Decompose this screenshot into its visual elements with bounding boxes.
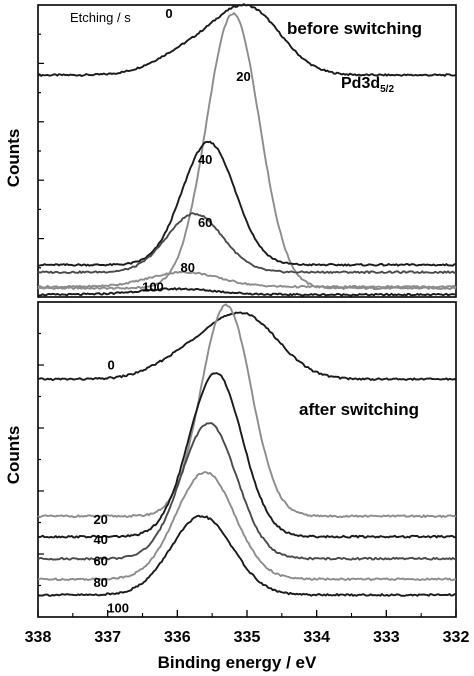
series-label-before-60: 60: [198, 215, 212, 230]
y-axis-label-top: Counts: [4, 129, 23, 188]
series-line-before-60: [37, 212, 457, 274]
series-label-before-40: 40: [198, 152, 212, 167]
series-label-before-100: 100: [142, 280, 164, 295]
series-line-after-60: [37, 422, 457, 561]
series-line-after-20: [37, 303, 457, 519]
series-line-before-40: [37, 140, 457, 267]
element-label: Pd3d5/2: [341, 75, 394, 95]
y-axis-label-bottom: Counts: [4, 426, 23, 485]
series-line-before-100: [37, 287, 457, 297]
x-axis-label: Binding energy / eV: [158, 653, 317, 672]
element-label-sub: 5/2: [380, 84, 394, 95]
series-line-after-80: [38, 471, 457, 582]
series-label-before-20: 20: [236, 69, 250, 84]
x-tick-label: 334: [303, 629, 330, 646]
series-label-after-40: 40: [93, 532, 107, 547]
series-label-after-20: 20: [93, 512, 107, 527]
series-label-before-80: 80: [181, 260, 195, 275]
series-label-after-80: 80: [93, 575, 107, 590]
series-label-after-100: 100: [107, 600, 129, 615]
series-line-after-0: [38, 311, 457, 382]
series-label-after-0: 0: [108, 358, 115, 373]
x-tick-label: 335: [234, 629, 261, 646]
panel-title-after: after switching: [299, 400, 419, 419]
x-tick-label: 337: [94, 629, 121, 646]
series-line-before-80: [37, 270, 457, 289]
series-label-before-0: 0: [165, 6, 172, 21]
legend-title: Etching / s: [70, 10, 131, 25]
panel-title-before: before switching: [287, 19, 422, 38]
x-tick-label: 333: [373, 629, 400, 646]
series-label-after-60: 60: [93, 554, 107, 569]
series-line-before-0: [37, 3, 457, 77]
series-line-after-40: [37, 372, 457, 539]
x-tick-label: 338: [25, 629, 52, 646]
series-line-before-20: [37, 12, 457, 291]
x-tick-label: 336: [164, 629, 191, 646]
element-label-main: Pd3d: [341, 75, 380, 92]
series-line-after-100: [37, 514, 457, 597]
x-tick-label: 332: [443, 629, 470, 646]
